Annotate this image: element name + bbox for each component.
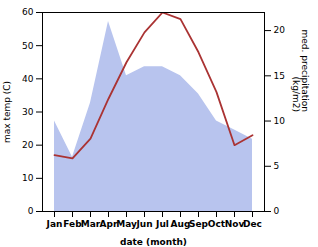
svg-text:Aug: Aug <box>171 219 191 229</box>
svg-text:Oct: Oct <box>208 219 226 229</box>
svg-text:5: 5 <box>274 161 280 171</box>
svg-text:Dec: Dec <box>243 219 262 229</box>
svg-text:med. precipitation(kg/m2): med. precipitation(kg/m2) <box>291 30 310 112</box>
svg-text:Feb: Feb <box>63 219 82 229</box>
svg-text:20: 20 <box>274 25 286 35</box>
svg-text:Jan: Jan <box>46 219 63 229</box>
svg-text:May: May <box>116 219 137 229</box>
svg-text:30: 30 <box>22 107 34 117</box>
svg-text:Jun: Jun <box>135 219 152 229</box>
svg-text:60: 60 <box>22 7 34 17</box>
svg-text:50: 50 <box>22 41 34 51</box>
svg-text:10: 10 <box>22 173 34 183</box>
svg-text:date (month): date (month) <box>120 237 187 247</box>
svg-text:max temp (C): max temp (C) <box>2 81 12 143</box>
svg-text:0: 0 <box>28 206 34 216</box>
svg-text:Apr: Apr <box>99 218 118 229</box>
svg-text:40: 40 <box>22 74 34 84</box>
svg-text:15: 15 <box>274 71 285 81</box>
svg-text:Nov: Nov <box>225 219 245 229</box>
svg-text:Sep: Sep <box>189 219 209 229</box>
svg-text:10: 10 <box>274 116 286 126</box>
svg-text:Mar: Mar <box>81 219 101 229</box>
svg-text:0: 0 <box>274 206 280 216</box>
svg-text:Jul: Jul <box>155 219 169 229</box>
svg-text:20: 20 <box>22 140 34 150</box>
